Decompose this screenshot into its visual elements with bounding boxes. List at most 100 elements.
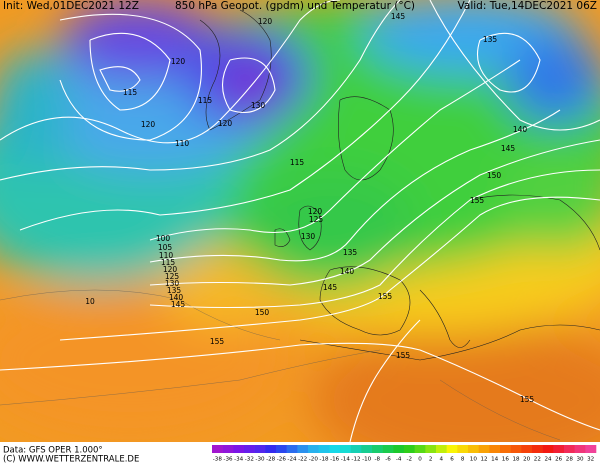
colorbar-label: -12 [351, 457, 360, 463]
colorbar-swatch [510, 445, 522, 453]
colorbar-swatch [542, 445, 554, 453]
colorbar-swatch [222, 445, 234, 453]
copyright: (C) WWW.WETTERZENTRALE.DE [3, 455, 139, 464]
colorbar-swatch [286, 445, 298, 453]
contour-label: 150 [487, 171, 502, 180]
colorbar-swatch [350, 445, 362, 453]
colorbar-label: -22 [298, 457, 307, 463]
colorbar-label: -38 [213, 457, 223, 463]
contour-label: 145 [171, 300, 186, 309]
colorbar-label: -26 [277, 457, 287, 463]
contour-label: 135 [483, 35, 498, 44]
contour-label: 120 [163, 265, 178, 274]
colorbar-label: 20 [523, 457, 531, 463]
colorbar-swatch [265, 445, 277, 453]
colorbar-label: -10 [362, 457, 372, 463]
contour-label: 140 [340, 267, 355, 276]
colorbar-swatch [297, 445, 309, 453]
colorbar-label: 6 [450, 457, 454, 463]
contour-label: 110 [175, 139, 190, 148]
contour-label: 140 [169, 293, 184, 302]
colorbar: -38 -36 -34 -32 -30 -28 -26 -24 -22 -20 -18 -16 -14-… [212, 445, 597, 463]
colorbar-label: 28 [566, 457, 574, 463]
colorbar-swatch [414, 445, 426, 453]
colorbar-swatch [276, 445, 287, 453]
contour-label: 130 [301, 232, 316, 241]
contour-label: 140 [513, 125, 528, 134]
colorbar-label: -6 [385, 457, 391, 463]
contour-label: 155 [378, 292, 393, 301]
contour-label: 130 [251, 101, 266, 110]
contour-label: 125 [165, 272, 180, 281]
contour-label: 115 [290, 158, 305, 167]
colorbar-swatch [446, 445, 458, 453]
contour-label: 100 [156, 234, 171, 243]
colorbar-swatch [478, 445, 490, 453]
contour-label: 135 [167, 286, 182, 295]
colorbar-label: -4 [396, 457, 402, 463]
contour-label: 120 [171, 57, 186, 66]
contour-label: 110 [159, 251, 174, 260]
colorbar-swatch [521, 445, 533, 453]
colorbar-swatch [254, 445, 266, 453]
colorbar-swatch [532, 445, 543, 453]
colorbar-swatch [585, 445, 597, 453]
colorbar-label: -8 [375, 457, 381, 463]
colorbar-label: 8 [461, 457, 465, 463]
contour-label: 120 [308, 207, 323, 216]
colorbar-label: 16 [502, 457, 510, 463]
colorbar-swatch [468, 445, 479, 453]
colorbar-label: -24 [287, 457, 297, 463]
contour-labels: 1201451351201151151301201201101151401451… [85, 12, 534, 404]
colorbar-swatch [436, 445, 447, 453]
colorbar-swatch [404, 445, 415, 453]
colorbar-label: -34 [234, 457, 244, 463]
colorbar-label: -2 [407, 457, 413, 463]
colorbar-swatch [372, 445, 383, 453]
colorbar-label: 26 [555, 457, 563, 463]
colorbar-swatch [308, 445, 319, 453]
colorbar-label: -30 [255, 457, 265, 463]
contour-label: 155 [396, 351, 411, 360]
valid-time: Valid: Tue,14DEC2021 06Z [458, 0, 597, 12]
contour-label: 125 [309, 215, 324, 224]
colorbar-swatch [425, 445, 437, 453]
colorbar-swatch [500, 445, 511, 453]
colorbar-label: -28 [266, 457, 276, 463]
contour-label: 150 [255, 308, 270, 317]
colorbar-swatch [361, 445, 373, 453]
contour-label: 155 [210, 337, 225, 346]
data-source: Data: GFS OPER 1.000° [3, 446, 103, 456]
contour-label: 115 [123, 88, 138, 97]
colorbar-swatch [318, 445, 330, 453]
contour-label: 135 [343, 248, 358, 257]
colorbar-label: 2 [429, 457, 433, 463]
colorbar-swatch [382, 445, 394, 453]
colorbar-label: -14 [341, 457, 351, 463]
colorbar-label: -20 [309, 457, 319, 463]
colorbar-label: -18 [319, 457, 329, 463]
contour-label: 145 [501, 144, 516, 153]
colorbar-label: 30 [576, 457, 584, 463]
colorbar-label: -32 [245, 457, 254, 463]
colorbar-label: 18 [512, 457, 520, 463]
contour-label: 145 [323, 283, 338, 292]
colorbar-swatch [457, 445, 469, 453]
colorbar-swatch [553, 445, 565, 453]
colorbar-label: 32 [587, 457, 594, 463]
colorbar-swatch [564, 445, 575, 453]
colorbar-label: 24 [544, 457, 552, 463]
contour-label: 120 [258, 17, 273, 26]
colorbar-label: 10 [470, 457, 478, 463]
colorbar-swatch [340, 445, 351, 453]
colorbar-swatch [233, 445, 245, 453]
contour-label: 115 [161, 258, 176, 267]
colorbar-label: 4 [440, 457, 444, 463]
colorbar-label: 12 [480, 457, 487, 463]
colorbar-swatch [574, 445, 586, 453]
map-title: 850 hPa Geopot. (gpdm) und Temperatur (°… [175, 0, 415, 12]
colorbar-label: 0 [418, 457, 422, 463]
contour-label: 120 [218, 119, 233, 128]
